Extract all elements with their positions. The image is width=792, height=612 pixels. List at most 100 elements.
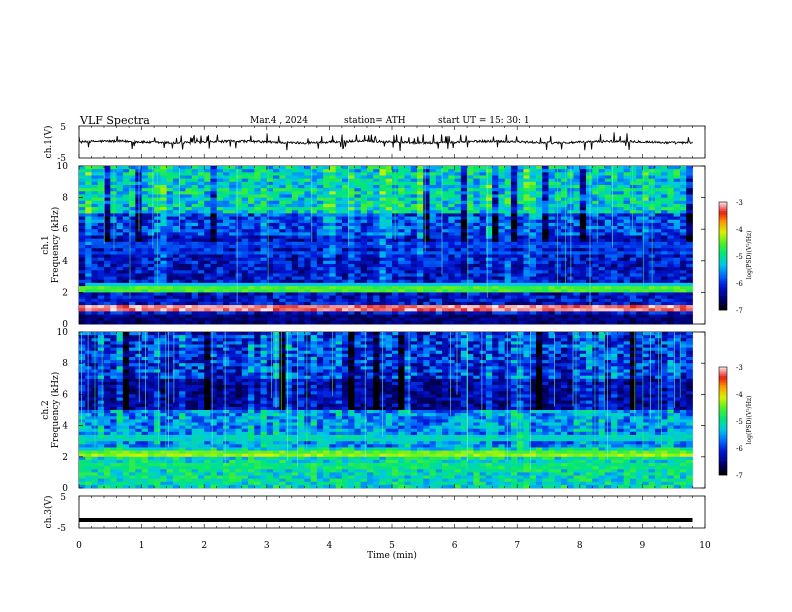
spectrogram-cell	[435, 184, 443, 189]
ch1-voltage-panel: 5 -5 ch.1(V)	[43, 123, 706, 164]
spectrogram-cell	[254, 226, 261, 230]
spectrogram-cell	[85, 263, 92, 268]
spectrogram-cell	[204, 169, 211, 173]
spectrogram-cell	[291, 194, 299, 198]
spectrogram-cell	[579, 172, 587, 176]
spectrogram-cell	[661, 305, 668, 309]
spectrogram-cell	[510, 191, 518, 195]
spectrogram-cell	[604, 314, 612, 319]
spectrogram-cell	[586, 292, 593, 296]
spectrogram-cell	[222, 181, 230, 186]
spectrogram-cell	[354, 207, 362, 211]
spectrogram-cell	[679, 197, 687, 202]
spectrogram-cell	[385, 207, 393, 211]
spectrogram-cell	[79, 248, 86, 252]
spectrogram-cell	[229, 298, 236, 303]
spectrogram-cell	[329, 216, 337, 221]
spectrogram-cell	[473, 210, 481, 214]
spectrogram-cell	[592, 184, 599, 189]
spectrogram-cell	[235, 289, 243, 293]
spectrogram-cell	[104, 257, 111, 262]
spectrogram-cell	[542, 181, 549, 186]
spectrogram-cell	[110, 311, 117, 315]
spectrogram-cell	[623, 232, 631, 236]
spectrogram-cell	[417, 282, 424, 287]
spectrogram-cell	[398, 178, 405, 183]
spectrogram-cell	[197, 181, 205, 186]
spectrogram-cell	[561, 289, 568, 293]
spectrogram-cell	[79, 332, 86, 336]
spectrogram-cell	[91, 219, 99, 224]
spectrogram-cell	[460, 308, 468, 312]
spectrogram-cell	[661, 314, 668, 319]
spectrogram-cell	[298, 311, 305, 315]
spectrogram-cell	[172, 229, 180, 233]
spectrogram-cell	[442, 241, 449, 246]
spectrogram-cell	[617, 298, 625, 303]
spectrogram-cell	[341, 191, 349, 195]
spectrogram-cell	[492, 267, 499, 271]
spectrogram-cell	[316, 232, 324, 236]
spectrogram-cell	[586, 245, 593, 249]
spectrogram-cell	[285, 229, 293, 233]
spectrogram-cell	[573, 308, 581, 312]
spectrogram-cell	[423, 254, 430, 259]
spectrogram-cell	[586, 216, 593, 221]
spectrogram-cell	[222, 169, 230, 173]
spectrogram-cell	[354, 248, 362, 252]
spectrogram-cell	[204, 311, 211, 315]
spectrogram-cell	[291, 207, 299, 211]
spectrogram-cell	[129, 263, 136, 268]
spectrogram-cell	[141, 245, 149, 249]
spectrogram-cell	[604, 197, 612, 202]
spectrogram-cell	[423, 279, 430, 284]
spectrogram-cell	[266, 270, 274, 274]
spectrogram-cell	[97, 229, 105, 233]
spectrogram-cell	[235, 238, 243, 243]
spectrogram-cell	[91, 203, 99, 208]
spectrogram-cell	[141, 320, 149, 325]
spectrogram-cell	[604, 235, 612, 240]
spectrogram-cell	[554, 191, 562, 195]
spectrogram-cell	[504, 166, 512, 170]
spectrogram-cell	[116, 216, 124, 221]
spectrogram-cell	[285, 184, 293, 189]
spectrogram-cell	[304, 181, 312, 186]
spectrogram-cell	[79, 441, 86, 445]
spectrogram-cell	[410, 248, 418, 252]
spectrogram-cell	[229, 248, 236, 252]
spectrogram-cell	[166, 235, 174, 240]
spectrogram-cell	[204, 213, 211, 217]
spectrogram-cell	[248, 311, 255, 315]
spectrogram-cell	[260, 289, 268, 293]
spectrogram-cell	[166, 166, 174, 170]
spectrogram-cell	[479, 276, 487, 281]
spectrogram-cell	[191, 245, 199, 249]
spectrogram-cell	[110, 241, 117, 246]
spectrogram-cell	[172, 257, 180, 262]
spectrogram-cell	[291, 270, 299, 274]
spectrogram-cell	[323, 175, 330, 180]
spectrogram-cell	[542, 298, 549, 303]
spectrogram-cell	[79, 181, 86, 186]
spectrogram-cell	[467, 260, 474, 265]
spectrogram-cell	[535, 188, 543, 192]
spectrogram-cell	[535, 298, 543, 303]
spectrogram-cell	[366, 248, 374, 252]
spectrogram-cell	[523, 289, 531, 293]
spectrogram-cell	[617, 178, 625, 183]
spectrogram-cell	[460, 295, 468, 300]
spectrogram-cell	[373, 279, 380, 284]
spectrogram-cell	[479, 295, 487, 300]
spectrogram-cell	[579, 260, 587, 265]
spectrogram-cell	[122, 282, 130, 287]
spectrogram-cell	[366, 235, 374, 240]
spectrogram-cell	[435, 295, 443, 300]
spectrogram-cell	[166, 169, 174, 173]
spectrogram-cell	[485, 166, 493, 170]
spectrogram-cell	[510, 267, 518, 271]
spectrogram-cell	[291, 213, 299, 217]
spectrogram-cell	[611, 251, 618, 255]
spectrogram-cell	[604, 295, 612, 300]
spectrogram-cell	[448, 210, 455, 214]
